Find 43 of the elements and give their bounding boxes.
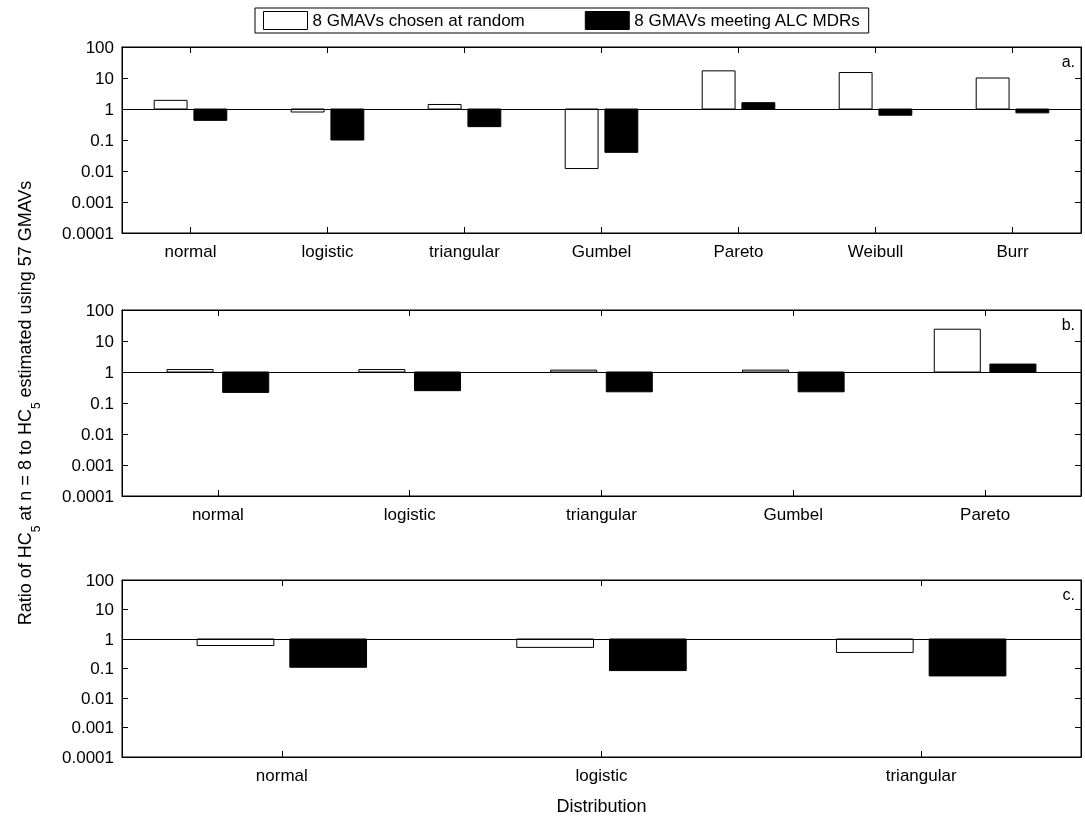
x-tick-label: normal [255, 766, 308, 785]
x-tick-label: Gumbel [763, 505, 824, 524]
annotation: c. [1062, 585, 1076, 603]
x-tick-label: triangular [566, 505, 638, 524]
y-tick-label: 100 [85, 300, 114, 320]
x-tick-label: Pareto [713, 242, 764, 261]
y-tick-label: 0.1 [90, 130, 114, 150]
y-tick-label: 1 [104, 362, 114, 382]
x-tick-label: normal [191, 505, 244, 524]
y-axis-title: Ratio of HC5 at n = 8 to HC5 estimated using 57 GMAVs [15, 180, 43, 626]
x-tick-label: Pareto [960, 505, 1011, 524]
legend-label: 8 GMAVs meeting ALC MDRs [634, 11, 860, 30]
x-tick-label: Weibull [847, 242, 904, 261]
x-tick-label: Burr [996, 242, 1029, 261]
y-tick-label: 10 [95, 68, 114, 88]
y-tick-label: 0.0001 [62, 223, 114, 243]
x-tick-label: triangular [429, 242, 501, 261]
y-tick-label: 0.1 [90, 393, 114, 413]
y-tick-label: 1 [104, 629, 114, 649]
y-tick-label: 0.1 [90, 659, 114, 678]
x-tick-label: logistic [383, 505, 437, 524]
y-tick-label: 0.001 [71, 718, 114, 737]
y-tick-label: 0.0001 [62, 747, 114, 767]
annotation: b. [1061, 315, 1075, 333]
legend-label: 8 GMAVs chosen at random [312, 11, 525, 30]
y-tick-label: 0.001 [71, 455, 114, 475]
y-tick-label: 0.01 [80, 688, 114, 708]
x-tick-label: triangular [885, 766, 957, 785]
y-tick-label: 0.001 [71, 192, 114, 212]
x-tick-label: logistic [575, 766, 628, 785]
y-tick-label: 0.01 [80, 424, 114, 444]
x-tick-label: normal [164, 242, 217, 261]
annotation: a. [1061, 52, 1075, 70]
x-tick-label: Gumbel [571, 242, 632, 261]
y-tick-label: 10 [95, 600, 114, 619]
x-axis-title: Distribution [556, 796, 647, 816]
y-tick-label: 10 [95, 331, 114, 351]
y-tick-label: 100 [85, 570, 114, 590]
y-tick-label: 1 [104, 99, 114, 119]
x-tick-label: logistic [301, 242, 354, 261]
y-tick-label: 0.01 [80, 161, 114, 181]
y-tick-label: 0.0001 [62, 486, 114, 506]
y-tick-label: 100 [85, 37, 114, 57]
